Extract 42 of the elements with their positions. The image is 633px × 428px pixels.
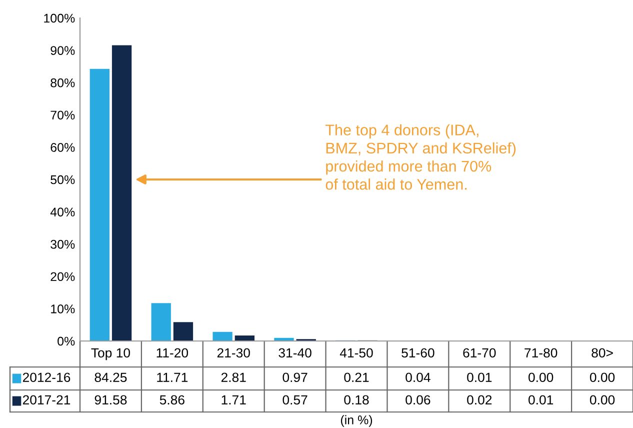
- x-tick-label: 11-20: [156, 348, 188, 358]
- y-tick-label: 0%: [58, 336, 75, 346]
- legend-label: 2017-21: [22, 395, 70, 405]
- x-tick-label: 21-30: [217, 348, 250, 358]
- y-tick-label: 40%: [50, 208, 75, 216]
- data-label: 0.18: [344, 395, 369, 405]
- annotation: The top 4 donors (IDA, BMZ, SPDRY and KSRelief) provided more than 70% of total aid to Yemen.: [326, 124, 516, 190]
- x-tick-label: Top 10: [91, 348, 130, 360]
- data-label: 5.86: [160, 395, 184, 405]
- y-tick-label: 30%: [50, 240, 75, 249]
- data-label: 2.81: [221, 372, 246, 382]
- data-label: 1.71: [222, 395, 246, 404]
- y-tick-label: 20%: [50, 272, 75, 282]
- data-label: 0.04: [406, 372, 430, 382]
- y-tick-label: 80%: [50, 78, 75, 88]
- y-tick-label: 70%: [50, 110, 75, 120]
- data-label: 91.58: [94, 395, 127, 405]
- y-tick-label: 10%: [51, 304, 75, 314]
- data-label: 0.57: [282, 395, 308, 405]
- y-tick-label: 50%: [50, 175, 75, 184]
- data-label: 0.00: [590, 372, 615, 382]
- data-label: 0.00: [590, 395, 615, 405]
- x-tick-label: 61-70: [463, 348, 496, 358]
- x-tick-label: 41-50: [340, 348, 373, 358]
- data-label: 0.02: [467, 395, 492, 405]
- data-label: 0.06: [406, 395, 430, 405]
- y-tick-label: 90%: [50, 46, 75, 55]
- y-tick-label: 100%: [44, 14, 75, 23]
- data-label: 0.97: [282, 372, 308, 382]
- data-label: 0.00: [528, 372, 554, 382]
- y-tick-label: 60%: [50, 143, 75, 152]
- data-label: 11.71: [157, 372, 188, 382]
- x-tick-label: 80>: [592, 348, 613, 358]
- x-tick-label: 51-60: [402, 348, 434, 358]
- legend-label: 2012-16: [22, 372, 70, 382]
- data-label: 0.01: [528, 395, 554, 405]
- x-tick-label: 71-80: [524, 348, 558, 358]
- data-label: 84.25: [94, 372, 127, 382]
- x-tick-label: 31-40: [278, 348, 312, 358]
- data-label: 0.01: [467, 372, 492, 382]
- x-axis-title: (in %): [340, 415, 372, 427]
- data-label: 0.21: [344, 372, 369, 382]
